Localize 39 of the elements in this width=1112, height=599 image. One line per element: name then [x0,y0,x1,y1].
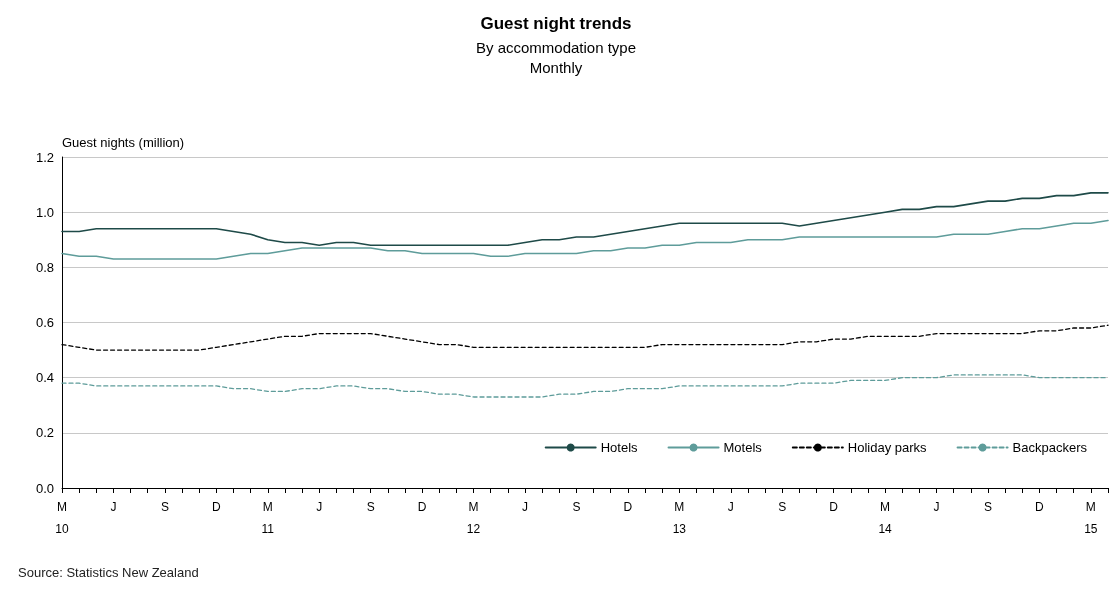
y-tick-label: 0.0 [35,480,54,496]
legend-label: Motels [723,440,763,455]
x-tick-label: J [727,500,734,514]
x-tick-label: S [160,500,169,514]
legend-label: Holiday parks [847,440,928,455]
x-tick-label: M 14 [878,500,893,536]
legend-label: Backpackers [1012,440,1088,455]
x-tick-label: J [521,500,528,514]
y-tick-label: 1.0 [35,204,54,220]
x-tick-label: D [829,500,839,514]
x-tick-label: S [778,500,787,514]
x-tick-label: M 12 [466,500,481,536]
x-tick-label: M 13 [672,500,687,536]
x-tick-label: M 11 [261,500,275,536]
chart-title: Guest night trends [480,14,632,33]
x-tick-label: J [110,500,117,514]
line-series [61,192,1109,247]
x-tick-label: D [417,500,427,514]
legend-label: Hotels [600,440,639,455]
x-tick-label: S [983,500,992,514]
y-tick-label: 0.6 [35,315,54,330]
y-axis-title: Guest nights (million) [62,135,185,150]
x-tick-label: J [933,500,940,514]
source-note: Source: Statistics New Zealand [18,565,199,580]
y-tick-label: 0.4 [35,370,54,386]
x-tick-label: M 10 [55,500,69,536]
x-tick-label: D [1035,500,1045,514]
chart-subtitle: By accommodation type Monthly [475,38,637,76]
y-tick-label: 1.2 [35,149,54,165]
line-series [61,374,1109,398]
x-tick-label: J [316,500,323,514]
x-tick-label: D [211,500,221,514]
y-tick-label: 0.8 [35,259,54,275]
x-tick-label: S [572,500,581,514]
line-series [61,219,1109,260]
x-tick-label: M 15 [1084,500,1098,536]
x-tick-label: D [623,500,633,514]
x-tick-label: S [366,500,375,514]
y-tick-label: 0.2 [35,425,54,441]
